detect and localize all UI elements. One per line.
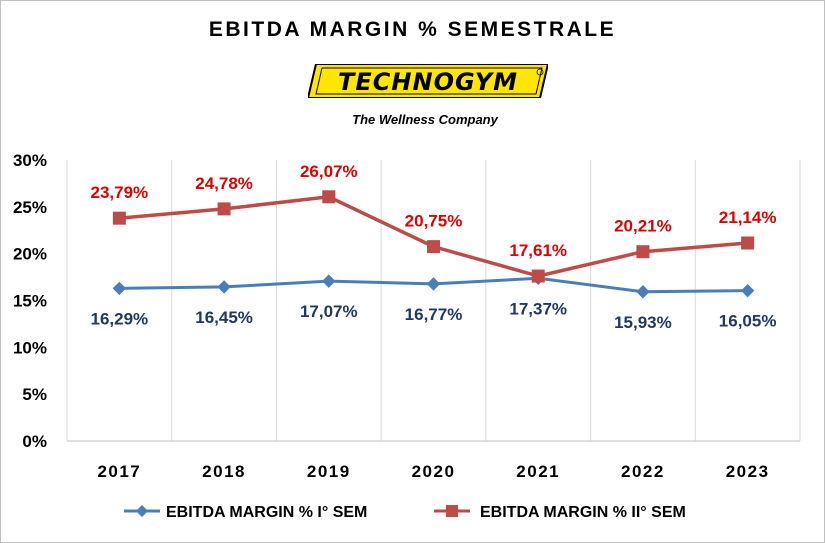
chart-title: EBITDA MARGIN % SEMESTRALE <box>208 18 617 41</box>
legend-label: EBITDA MARGIN % II° SEM <box>480 504 686 521</box>
axes: 0% 5% 10% 15% 20% 25% 30% 2017 2018 2019 2020 2021 2… <box>13 151 800 481</box>
data-label: 16,29% <box>91 309 149 328</box>
data-label: 16,45% <box>195 308 253 327</box>
data-point-diamond <box>740 283 755 298</box>
data-point-square <box>112 211 126 225</box>
y-tick-label: 25% <box>13 198 47 217</box>
data-point-diamond <box>322 274 336 288</box>
data-point-square <box>531 269 545 283</box>
data-point-diamond <box>112 281 127 296</box>
data-label: 26,07% <box>300 162 358 181</box>
data-point-square <box>741 236 755 250</box>
x-tick-label: 2022 <box>621 462 665 481</box>
data-label: 16,77% <box>405 305 463 324</box>
data-label: 20,21% <box>614 217 672 236</box>
y-tick-label: 20% <box>13 245 47 264</box>
data-label: 16,05% <box>719 312 777 331</box>
y-tick-label: 10% <box>13 338 47 357</box>
data-point-diamond <box>426 277 441 291</box>
data-labels: 16,29% 16,45% 17,07% 16,77% 17,37% 15,93% 16,0… <box>91 162 777 332</box>
legend: EBITDA MARGIN % I° SEM EBITDA MARGIN % II… <box>124 504 686 521</box>
data-point-diamond <box>217 280 231 294</box>
logo-text: TECHNOGYM <box>338 68 518 96</box>
data-label: 15,93% <box>614 313 672 332</box>
y-tick-label: 5% <box>22 385 47 404</box>
x-tick-label: 2021 <box>516 462 560 481</box>
y-tick-label: 15% <box>13 292 47 311</box>
legend-label: EBITDA MARGIN % I° SEM <box>166 504 367 521</box>
x-tick-label: 2017 <box>97 462 141 481</box>
y-tick-label: 30% <box>13 151 47 170</box>
data-label: 20,75% <box>405 212 463 231</box>
data-label: 24,78% <box>195 174 253 193</box>
series-lines <box>112 190 755 299</box>
x-tick-label: 2018 <box>202 462 246 481</box>
data-point-square <box>427 240 440 254</box>
data-label: 17,07% <box>300 302 358 321</box>
series-line-2 <box>119 195 748 278</box>
data-point-square <box>322 190 336 204</box>
data-label: 21,14% <box>719 208 777 227</box>
legend-marker-diamond <box>136 505 148 517</box>
technogym-logo: TECHNOGYM <box>306 63 550 99</box>
data-point-diamond <box>636 285 650 299</box>
legend-marker-square <box>446 505 458 517</box>
y-tick-label: 0% <box>22 432 47 451</box>
data-point-square <box>217 202 231 216</box>
data-label: 23,79% <box>91 183 149 202</box>
data-label: 17,61% <box>509 241 567 260</box>
x-tick-label: 2020 <box>412 462 456 481</box>
technogym-logo-graphic: TECHNOGYM <box>306 63 550 99</box>
x-tick-label: 2023 <box>726 462 770 481</box>
logo-tagline: The Wellness Company <box>352 112 498 127</box>
data-label: 17,37% <box>509 299 567 318</box>
x-tick-label: 2019 <box>307 462 351 481</box>
grid-lines <box>66 160 801 441</box>
data-point-square <box>636 245 650 259</box>
